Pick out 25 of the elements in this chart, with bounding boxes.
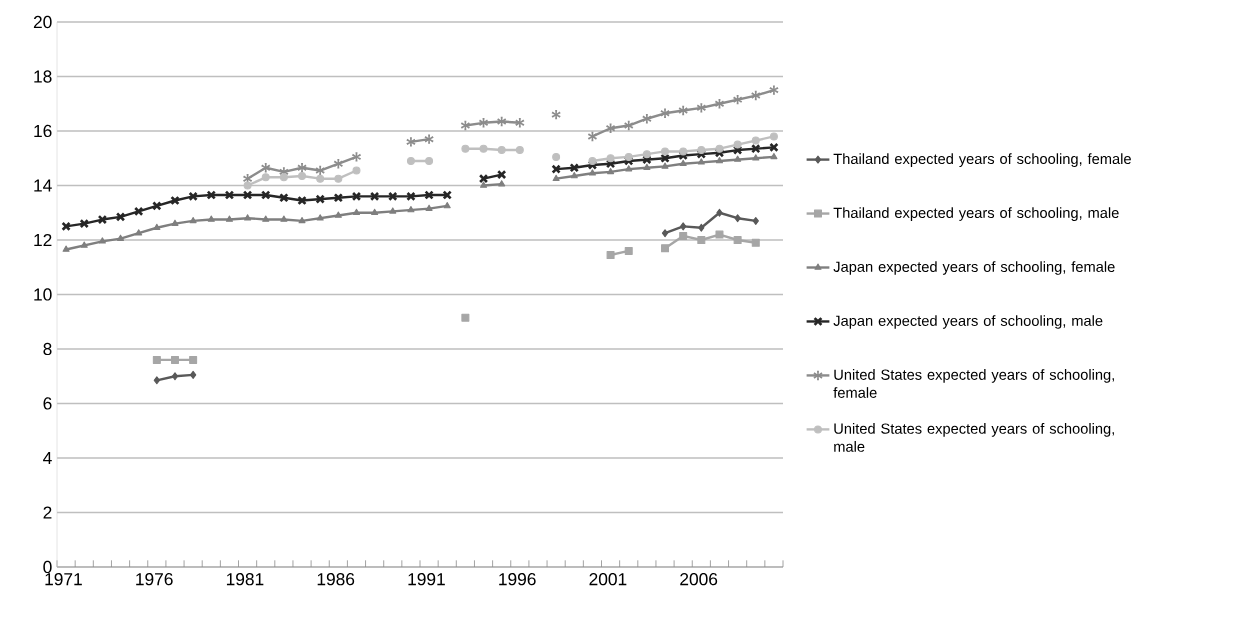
x-tick-label: 1996: [499, 573, 536, 586]
y-tick-label: 4: [43, 452, 52, 464]
y-tick-label: 2: [43, 506, 52, 519]
x-tick-label: 1981: [226, 573, 264, 586]
x-tick-label: 1971: [45, 573, 82, 586]
x-tick-label: 1976: [136, 573, 173, 586]
y-tick-label: 6: [43, 397, 52, 410]
y-tick-label: 12: [34, 233, 52, 247]
x-tick-label: 2006: [680, 573, 718, 586]
legend-label: Japan expected years of schooling, female: [833, 261, 1115, 275]
legend-label: Japan expected years of schooling, male: [833, 315, 1103, 329]
y-tick-label: 14: [34, 179, 52, 192]
y-tick-label: 8: [43, 342, 52, 356]
x-tick-label: 1991: [408, 573, 445, 586]
y-tick-label: 20: [33, 15, 52, 29]
legend-label: United States expected years of schooling, female: [833, 369, 1114, 398]
legend-label: Thailand expected years of schooling, male: [833, 207, 1119, 221]
y-tick-label: 0: [43, 560, 52, 574]
x-tick-label: 2001: [589, 573, 627, 586]
y-tick-label: 10: [34, 288, 52, 301]
legend-label: Thailand expected years of schooling, female: [833, 153, 1131, 167]
y-tick-label: 16: [34, 124, 52, 138]
x-tick-label: 1986: [317, 573, 355, 586]
y-tick-label: 18: [34, 70, 52, 83]
legend-label: United States expected years of schooling, male: [834, 423, 1114, 452]
